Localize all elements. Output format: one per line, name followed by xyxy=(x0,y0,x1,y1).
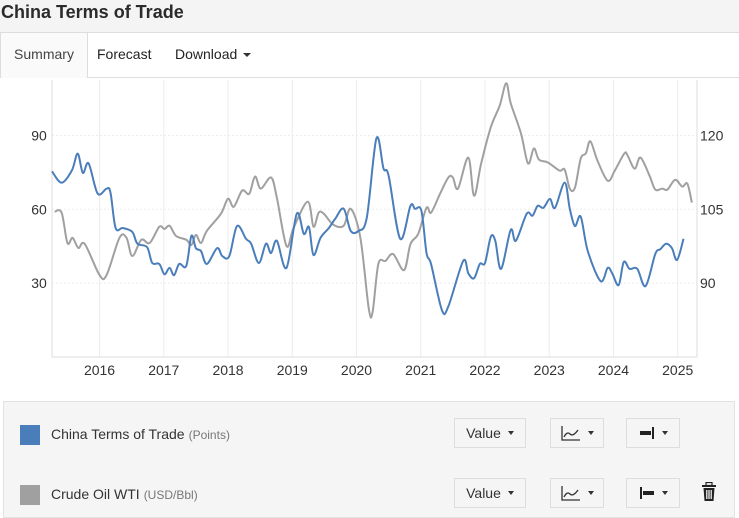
value-dropdown[interactable]: Value xyxy=(454,478,526,508)
legend-row-terms-of-trade: China Terms of Trade (Points) Value xyxy=(4,415,734,455)
trash-icon[interactable] xyxy=(701,482,717,502)
legend-series-label: Crude Oil WTI (USD/Bbl) xyxy=(51,486,198,502)
caret-down-icon xyxy=(661,491,668,495)
page-title: China Terms of Trade xyxy=(1,2,184,22)
line-chart-icon xyxy=(560,486,580,501)
axis-right-icon xyxy=(639,427,654,439)
right-axis-tick-label: 105 xyxy=(700,201,724,217)
chart-type-dropdown[interactable] xyxy=(550,418,604,448)
x-tick-label: 2024 xyxy=(598,362,629,378)
line-chart: 2016 2017 2018 2019 2020 2021 2022 2023 2024 2025… xyxy=(31,80,724,378)
legend-row-crude-oil: Crude Oil WTI (USD/Bbl) Value xyxy=(4,475,734,515)
value-dropdown-label: Value xyxy=(466,425,501,441)
x-tick-label: 2023 xyxy=(534,362,565,378)
caret-down-icon xyxy=(587,491,594,495)
axis-dropdown[interactable] xyxy=(626,478,680,508)
series-name: China Terms of Trade xyxy=(51,426,185,442)
axis-left-icon xyxy=(639,487,654,499)
series-unit: (Points) xyxy=(188,428,230,442)
x-tick-label: 2016 xyxy=(84,362,115,378)
x-tick-label: 2020 xyxy=(341,362,372,378)
caret-down-icon xyxy=(507,491,514,495)
tab-forecast[interactable]: Forecast xyxy=(97,46,152,62)
chart-type-dropdown[interactable] xyxy=(550,478,604,508)
series-name: Crude Oil WTI xyxy=(51,486,140,502)
series-line-crude-oil xyxy=(54,82,693,319)
title-bar: China Terms of Trade xyxy=(0,0,739,32)
left-axis-tick-label: 60 xyxy=(31,201,47,217)
value-dropdown[interactable]: Value xyxy=(454,418,526,448)
caret-down-icon xyxy=(243,53,252,58)
x-tick-label: 2021 xyxy=(405,362,436,378)
x-tick-label: 2025 xyxy=(662,362,693,378)
caret-down-icon xyxy=(507,431,514,435)
line-chart-icon xyxy=(560,426,580,441)
tab-bar: Summary Forecast Download xyxy=(0,32,739,78)
x-tick-label: 2022 xyxy=(469,362,500,378)
tab-download[interactable]: Download xyxy=(175,33,252,77)
axis-dropdown[interactable] xyxy=(626,418,680,448)
x-tick-label: 2018 xyxy=(212,362,243,378)
value-dropdown-label: Value xyxy=(466,485,501,501)
series-line-terms-of-trade xyxy=(51,136,685,316)
series-unit: (USD/Bbl) xyxy=(143,488,198,502)
left-axis-tick-label: 90 xyxy=(31,127,47,143)
caret-down-icon xyxy=(587,431,594,435)
x-tick-label: 2017 xyxy=(148,362,179,378)
series-color-swatch xyxy=(20,485,40,505)
left-axis-tick-label: 30 xyxy=(31,275,47,291)
right-axis-tick-label: 120 xyxy=(700,127,724,143)
tab-download-label: Download xyxy=(175,46,238,62)
legend-series-label: China Terms of Trade (Points) xyxy=(51,426,230,442)
x-tick-label: 2019 xyxy=(277,362,308,378)
right-axis-tick-label: 90 xyxy=(700,275,716,291)
series-color-swatch xyxy=(20,425,40,445)
legend-panel: China Terms of Trade (Points) Value Crude… xyxy=(3,401,735,518)
caret-down-icon xyxy=(661,431,668,435)
tab-summary[interactable]: Summary xyxy=(0,33,88,78)
